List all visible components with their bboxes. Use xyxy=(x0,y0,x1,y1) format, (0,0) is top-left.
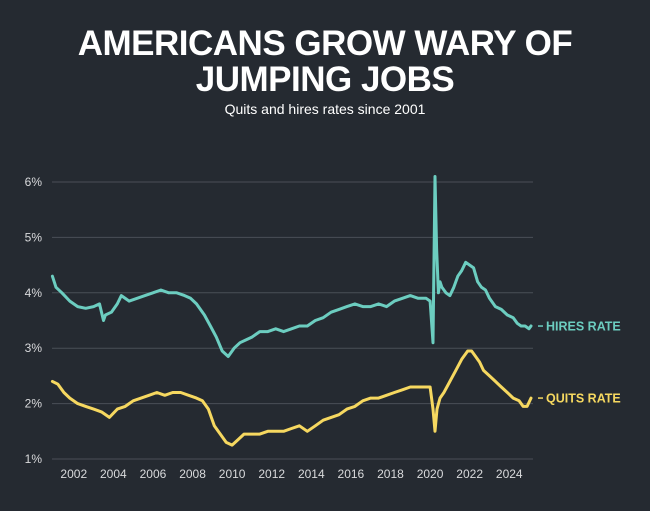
grid-lines xyxy=(52,181,533,460)
quits-rate-line xyxy=(50,349,533,447)
series-lines xyxy=(50,175,533,447)
x-tick-label: 2020 xyxy=(417,467,444,481)
series-labels: HIRES RATE QUITS RATE xyxy=(538,320,621,406)
title-line-1: AMERICANS GROW WARY OF xyxy=(77,24,573,63)
x-tick-label: 2024 xyxy=(496,467,523,481)
x-tick-label: 2002 xyxy=(60,467,87,481)
y-tick-label: 6% xyxy=(25,175,43,189)
x-tick-label: 2006 xyxy=(140,467,167,481)
x-axis-ticks: 2002 2004 2006 2008 2010 2012 2014 2016 2018 2020… xyxy=(60,467,522,481)
chart-title: AMERICANS GROW WARY OF JUMPING JOBS xyxy=(0,26,650,98)
y-tick-label: 3% xyxy=(25,341,43,355)
x-tick-label: 2018 xyxy=(377,467,404,481)
quits-rate-label: QUITS RATE xyxy=(546,392,621,406)
x-tick-label: 2004 xyxy=(100,467,127,481)
x-tick-label: 2010 xyxy=(219,467,246,481)
x-tick-label: 2016 xyxy=(338,467,365,481)
x-tick-label: 2012 xyxy=(258,467,285,481)
y-tick-label: 2% xyxy=(25,397,43,411)
title-line-2: JUMPING JOBS xyxy=(195,60,455,99)
y-tick-label: 5% xyxy=(25,230,43,244)
chart-subtitle: Quits and hires rates since 2001 xyxy=(224,101,426,117)
x-tick-label: 2008 xyxy=(179,467,206,481)
x-tick-label: 2014 xyxy=(298,467,325,481)
x-tick-label: 2022 xyxy=(456,467,483,481)
y-axis-ticks: 1% 2% 3% 4% 5% 6% xyxy=(25,175,43,466)
y-tick-label: 1% xyxy=(25,452,43,466)
hires-rate-label: HIRES RATE xyxy=(546,320,621,334)
y-tick-label: 4% xyxy=(25,286,43,300)
hires-rate-line xyxy=(50,175,533,358)
